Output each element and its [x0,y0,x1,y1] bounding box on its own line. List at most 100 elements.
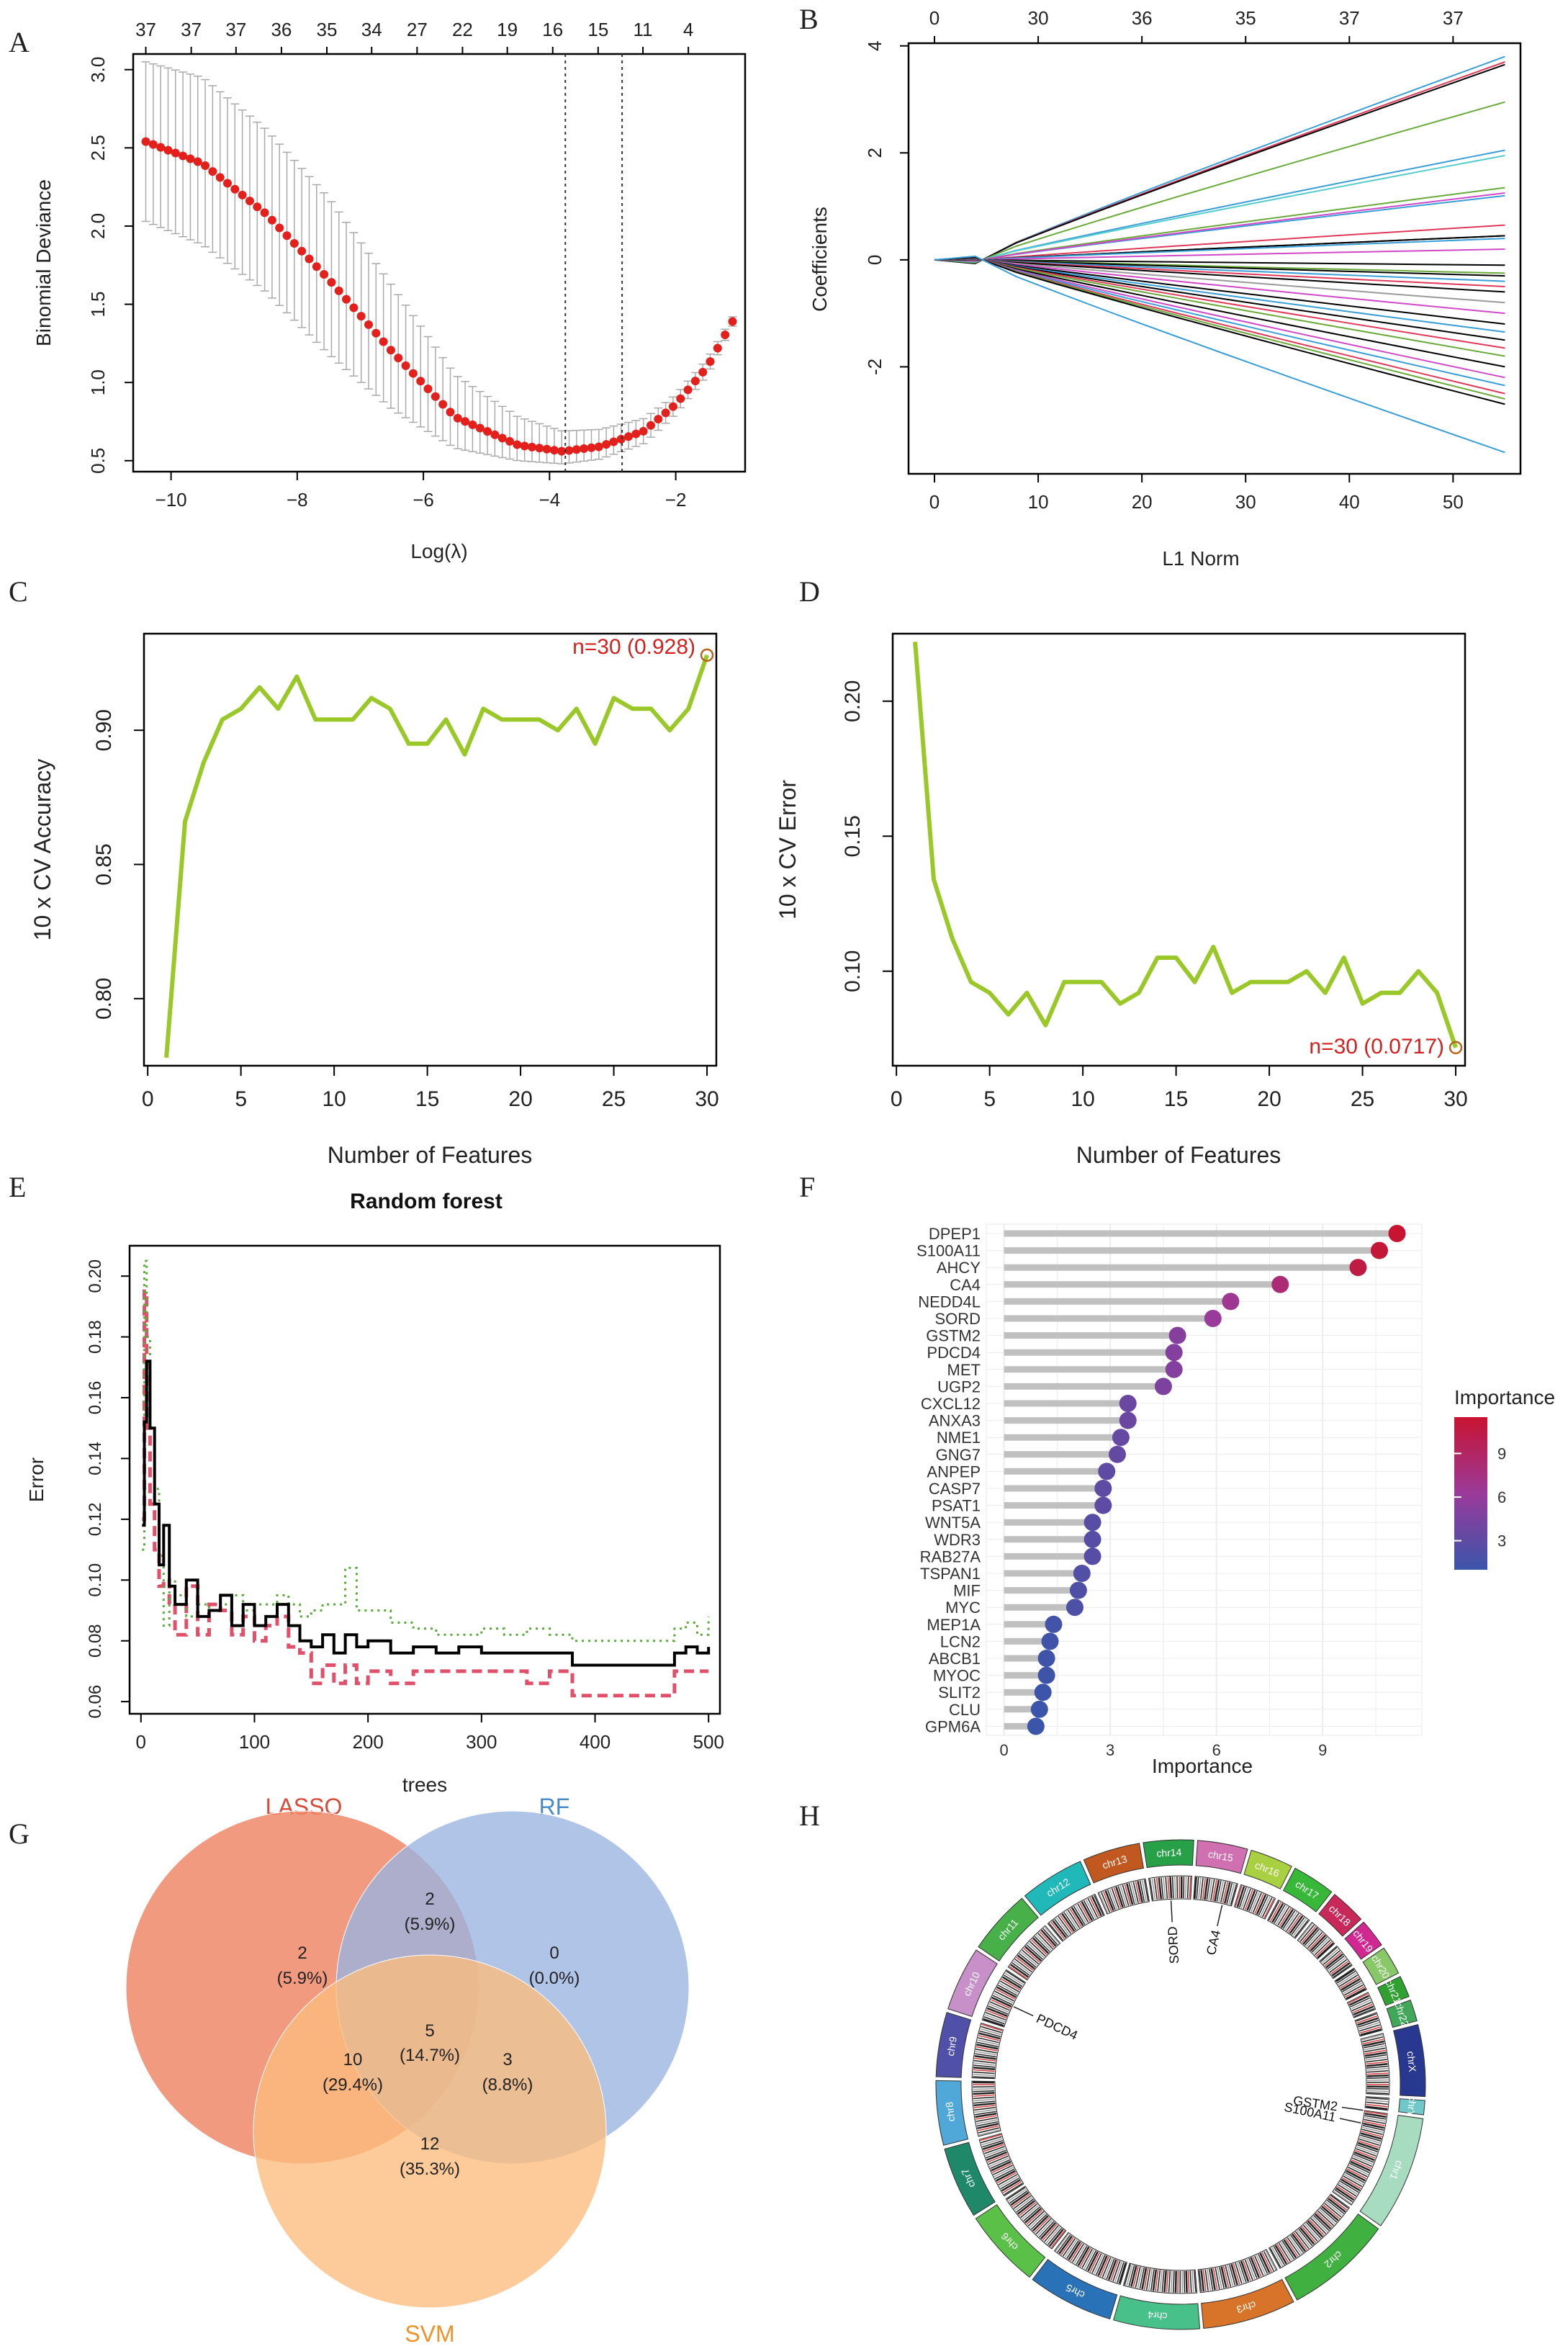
gene-label: MYC [945,1599,981,1617]
chromosome-segment [978,1897,1039,1962]
cytoband [1073,2244,1086,2264]
cytoband [1301,2226,1317,2244]
cytoband [1302,1927,1318,1945]
top-tick-label: 34 [361,19,382,40]
y-tick-label: 0.90 [92,709,116,751]
coef-path [934,257,1505,333]
cytoband [1026,2209,1043,2225]
cytoband [1076,2245,1088,2265]
deviance-point [222,179,232,188]
cytoband [1328,2198,1346,2213]
importance-dot [1388,1225,1406,1242]
cytoband [1048,2229,1064,2247]
cytoband [1148,2268,1153,2291]
cytoband [1292,1918,1307,1936]
deviance-point [401,361,410,370]
cytoband [1238,2261,1247,2283]
cytoband [1280,2242,1293,2261]
cytoband [982,2141,1004,2150]
cytoband [993,2166,1014,2178]
cytoband [974,2057,996,2062]
cytoband [1166,2270,1169,2293]
cytoband [1048,1923,1063,1941]
cytoband [1004,1972,1024,1985]
cytoband [973,2090,995,2093]
coef-path [934,257,1505,341]
cytoband [1340,1976,1359,1989]
cytoband [1150,2269,1155,2291]
cytoband [1359,2138,1380,2147]
cytoband [986,2151,1008,2161]
cytoband [996,1986,1017,1998]
gene-connector [1170,1900,1173,1923]
cytoband [991,2162,1012,2173]
deviance-point [483,427,492,436]
venn-region-lasso-rf-pct: (5.9%) [405,1915,456,1934]
cytoband [1345,2172,1365,2183]
deviance-point [616,434,626,444]
cytoband [973,2094,995,2097]
panel-e-ylabel: Error [25,1457,48,1502]
cytoband [1278,2242,1291,2262]
cytoband [1318,2208,1336,2225]
panel-label-c: C [9,575,28,608]
chromosome-segment [1359,2114,1424,2226]
coef-path [934,258,1505,325]
importance-dot [1119,1395,1137,1412]
cytoband [1152,2269,1158,2291]
importance-dot [1222,1293,1240,1311]
cytoband [978,2037,999,2044]
deviance-point [535,444,544,453]
cytoband [1330,2195,1349,2209]
cytoband [1360,2132,1382,2140]
top-tick-label: 11 [634,19,653,40]
gene-label: UGP2 [937,1378,981,1396]
gene-label: DPEP1 [929,1225,981,1243]
importance-dot [1045,1615,1063,1633]
cytoband [1117,1886,1126,1907]
cytoband [990,2159,1011,2170]
cytoband [1361,2036,1384,2043]
deviance-point [215,173,225,182]
coef-path [934,101,1505,264]
cytoband [1343,2173,1364,2185]
chromosome-segment [1398,2098,1425,2116]
panel-b-ylabel: Coefficients [808,207,831,312]
cytoband [1351,2159,1371,2170]
cytoband [993,2165,1013,2175]
cytoband [1230,1884,1238,1905]
cytoband [1363,2043,1385,2049]
cytoband [1217,2267,1222,2289]
cytoband [1364,2112,1387,2118]
cytoband [988,2003,1009,2013]
chromosome-label: chr9 [945,2036,959,2057]
top-tick-label: 27 [407,19,428,40]
cytoband [992,1995,1013,2005]
cytoband [998,2174,1018,2185]
cytoband [1246,2258,1256,2280]
cytoband [1366,2105,1388,2111]
cytoband [1356,2015,1378,2024]
gene-label: GSTM2 [926,1327,981,1345]
deviance-point [654,415,663,424]
importance-dot [1083,1514,1101,1532]
coef-path [934,248,1505,261]
importance-dot [1037,1666,1055,1684]
coef-path [934,192,1505,262]
venn-set-svm [253,1954,607,2309]
importance-dot [1065,1599,1083,1617]
cytoband [1128,1882,1135,1905]
gene-label: GNG7 [936,1446,981,1464]
cytoband [1333,1964,1351,1978]
cytoband [1081,2248,1093,2268]
top-tick-label: 16 [542,19,563,40]
cytoband [973,2096,995,2100]
circos-chromosome-ring: chr1chr2chr3chr4chr5chr6chr7chr8chr9chr1… [935,1839,1426,2330]
coef-path [934,255,1505,454]
deviance-point [349,303,359,313]
deviance-point [706,357,715,367]
x-tick-label: 500 [693,1731,724,1753]
cytoband [1254,1893,1264,1914]
cytoband [1101,2257,1112,2278]
cytoband [984,2014,1006,2023]
